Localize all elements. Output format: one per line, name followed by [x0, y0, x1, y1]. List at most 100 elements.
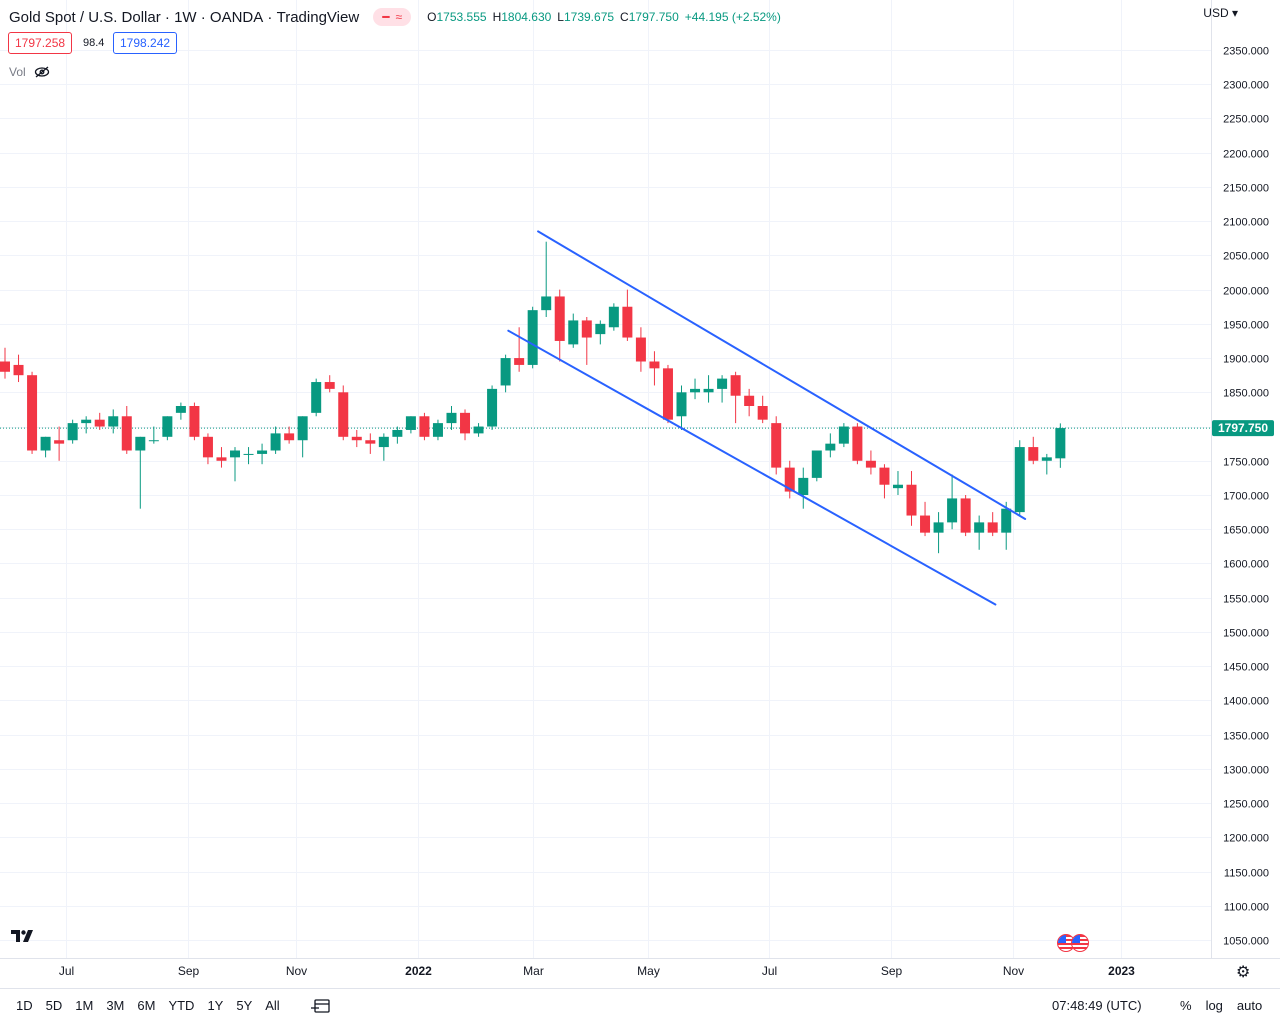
trendline-layer[interactable]	[507, 230, 1027, 606]
legend-interval[interactable]: 1W	[174, 8, 197, 26]
range-button[interactable]: 1M	[75, 998, 94, 1013]
candle-body	[865, 460, 876, 468]
price-axis[interactable]: 1050.000 1100.000 1150.000 1200.000 1250.000…	[1223, 46, 1269, 948]
time-axis[interactable]: Jul Sep Nov 2022 Mar May Jul Sep Nov 2023	[59, 964, 1135, 978]
candle	[270, 426, 281, 454]
currency-selector[interactable]: USD ▾	[1203, 6, 1238, 20]
candle-body	[338, 392, 349, 437]
candle	[1055, 423, 1066, 468]
us-flag-event-icon[interactable]	[1057, 934, 1091, 952]
candle	[879, 464, 890, 499]
candle-body	[0, 361, 10, 372]
price-tick-label: 1700.000	[1223, 491, 1269, 503]
gear-icon[interactable]: ⚙	[1236, 964, 1251, 981]
price-tick-label: 1550.000	[1223, 594, 1269, 606]
candle	[757, 395, 768, 424]
candle	[717, 375, 728, 403]
sell-button[interactable]: 1797.258	[8, 32, 73, 54]
legend-open: O1753.555	[427, 10, 487, 24]
candle	[419, 412, 430, 441]
candle	[460, 409, 471, 441]
candle-body	[920, 515, 931, 533]
candle-body	[243, 453, 254, 455]
legend-close: C1797.750	[620, 10, 679, 24]
candle-body	[730, 375, 741, 396]
candle-body	[798, 477, 809, 495]
legend-brand: TradingView	[276, 8, 360, 26]
range-button[interactable]: 1Y	[207, 998, 224, 1013]
candle-body	[676, 392, 687, 417]
calendar-range-icon[interactable]	[310, 998, 333, 1014]
candle-body	[608, 306, 619, 328]
tradingview-logo[interactable]	[8, 924, 38, 948]
tradingview-logo-icon	[11, 930, 33, 942]
candle-body	[703, 388, 714, 393]
candle	[243, 447, 254, 465]
range-button[interactable]: All	[265, 998, 280, 1013]
candle	[121, 406, 132, 454]
candle-body	[811, 450, 822, 478]
candle-body	[378, 436, 389, 448]
candle	[216, 447, 227, 468]
candle	[162, 416, 173, 441]
legend-status-pill[interactable]: ━ ≈	[373, 8, 412, 26]
legend-exchange[interactable]: OANDA	[209, 8, 264, 26]
candle	[135, 436, 146, 509]
candle-body	[460, 412, 471, 434]
candle	[798, 467, 809, 509]
candle-body	[121, 416, 132, 451]
legend-high: H1804.630	[492, 10, 552, 24]
candle-body	[757, 406, 768, 420]
candle	[920, 501, 931, 537]
time-tick-label: Jul	[59, 964, 74, 978]
candle	[365, 433, 376, 454]
price-tick-label: 1650.000	[1223, 525, 1269, 537]
candle-body	[202, 436, 213, 458]
candle-body	[906, 484, 917, 516]
candle	[906, 471, 917, 526]
candle-body	[554, 296, 565, 341]
trendline-channel-upper	[537, 230, 1027, 520]
time-tick-label: Nov	[1003, 964, 1024, 978]
candle	[40, 436, 51, 458]
range-button[interactable]: 5D	[45, 998, 63, 1013]
candle-body	[974, 522, 985, 533]
candles-layer[interactable]	[0, 241, 1066, 554]
percent-toggle[interactable]: %	[1180, 998, 1192, 1013]
log-toggle[interactable]: log	[1205, 998, 1223, 1013]
range-button[interactable]: 3M	[106, 998, 125, 1013]
candle-body	[13, 364, 24, 376]
candle-body	[744, 395, 755, 406]
candle-body	[771, 423, 782, 468]
candle	[852, 423, 863, 465]
candle-body	[784, 467, 795, 492]
candle	[108, 409, 119, 434]
time-tick-label: Mar	[523, 964, 544, 978]
candle	[257, 443, 268, 465]
candle-body	[27, 375, 38, 451]
candle-body	[1014, 447, 1025, 513]
candle	[622, 289, 633, 341]
auto-toggle[interactable]: auto	[1236, 998, 1263, 1013]
volume-label: Vol	[9, 65, 26, 79]
time-tick-label: Jul	[762, 964, 777, 978]
utc-clock[interactable]: 07:48:49 (UTC)	[1052, 998, 1142, 1013]
candle-body	[960, 498, 971, 533]
candle	[405, 416, 416, 434]
legend-symbol[interactable]: Gold Spot / U.S. Dollar	[9, 8, 161, 26]
eye-off-icon[interactable]	[34, 66, 50, 78]
legend-change: +44.195 (+2.52%)	[684, 10, 781, 24]
range-button[interactable]: YTD	[168, 998, 195, 1013]
candle-body	[446, 412, 457, 424]
range-button[interactable]: 1D	[16, 998, 33, 1013]
range-button[interactable]: 5Y	[236, 998, 253, 1013]
candle	[311, 378, 322, 417]
candle	[351, 429, 362, 448]
buy-button[interactable]: 1798.242	[113, 32, 178, 54]
legend-sep: ·	[263, 8, 277, 26]
legend-low: L1739.675	[557, 10, 615, 24]
candle-body	[947, 498, 958, 523]
range-button[interactable]: 6M	[137, 998, 156, 1013]
